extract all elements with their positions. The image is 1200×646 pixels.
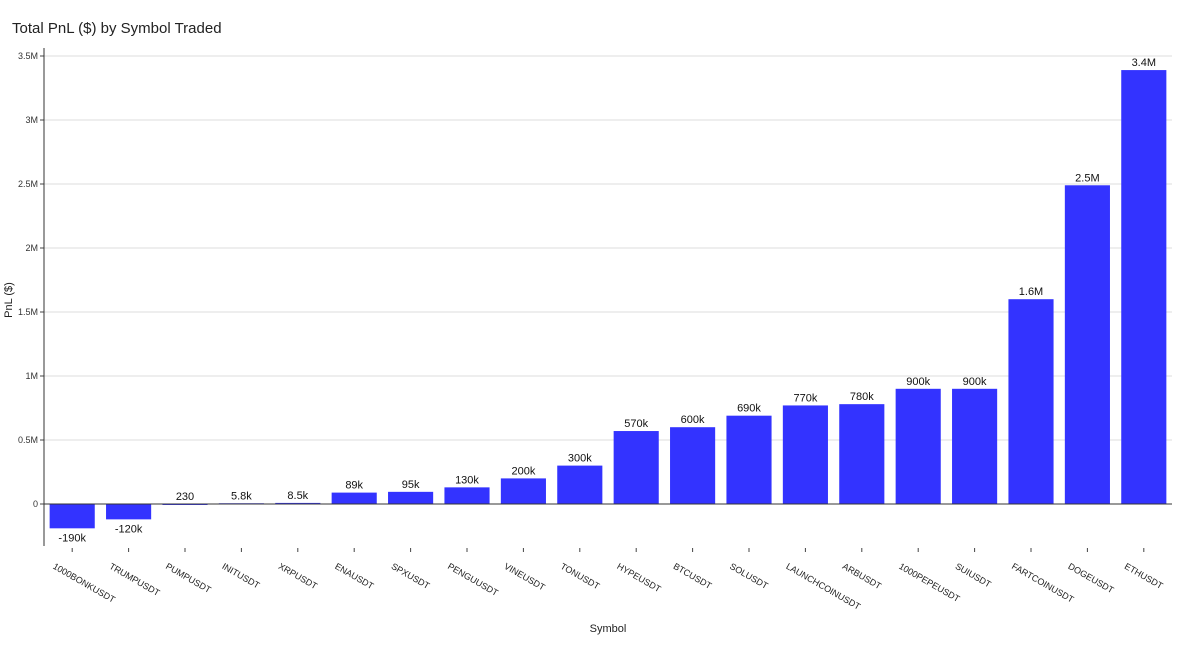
x-tick-label: SPXUSDT (390, 561, 432, 591)
data-label: 780k (850, 391, 874, 403)
data-label: 570k (624, 418, 648, 430)
x-tick-label: ETHUSDT (1123, 561, 1165, 591)
y-axis-title: PnL ($) (3, 282, 15, 318)
data-label: 200k (511, 465, 535, 477)
y-tick-label: 1.5M (18, 307, 38, 317)
x-tick-label: 1000PEPEUSDT (897, 561, 962, 604)
bar (106, 504, 152, 520)
bar (1008, 299, 1054, 504)
x-tick-label: 1000BONKUSDT (51, 561, 117, 605)
x-tick-label: DOGEUSDT (1066, 561, 1116, 595)
x-tick-label: TONUSDT (559, 561, 602, 592)
data-labels: -190k -120k 230 5.8k 8.5k 89k 95k 130k 200k 300k 5… (58, 57, 1156, 544)
bar (444, 487, 490, 504)
x-tick-label: SUIUSDT (954, 561, 994, 590)
data-label: 130k (455, 474, 479, 486)
grid-lines (44, 55, 1172, 441)
bar (782, 405, 828, 504)
data-label: 770k (793, 392, 817, 404)
x-tick-label: PUMPUSDT (164, 561, 213, 595)
data-label: 230 (176, 491, 194, 503)
bar (952, 388, 998, 504)
bar (388, 491, 434, 504)
chart-title: Total PnL ($) by Symbol Traded (12, 20, 222, 37)
x-tick-label: FARTCOINUSDT (1010, 561, 1076, 605)
y-tick-label: 2.5M (18, 179, 38, 189)
data-label: 690k (737, 403, 761, 415)
x-axis-title: Symbol (590, 623, 627, 635)
y-tick-label: 1M (25, 371, 38, 381)
bar (500, 478, 546, 504)
bar (275, 502, 321, 504)
data-label: 300k (568, 453, 592, 465)
data-label: 8.5k (287, 490, 308, 502)
y-tick-label: 2M (25, 243, 38, 253)
bars (49, 70, 1167, 529)
bar (839, 404, 885, 504)
bar (895, 388, 941, 504)
x-tick-label: HYPEUSDT (615, 561, 663, 594)
x-tick-label: VINEUSDT (502, 561, 547, 593)
y-axis-ticks: 0 0.5M 1M 1.5M 2M 2.5M 3M 3.5M (18, 51, 44, 509)
x-tick-label: BTCUSDT (672, 561, 714, 591)
data-label: 5.8k (231, 490, 252, 502)
data-label: 2.5M (1075, 172, 1099, 184)
bar (49, 504, 95, 529)
data-label: 89k (345, 480, 363, 492)
bar (1121, 70, 1167, 504)
x-tick-label: TRUMPUSDT (108, 561, 162, 598)
x-tick-label: PENGUUSDT (446, 561, 500, 598)
x-tick-label: XRPUSDT (277, 561, 320, 591)
y-tick-label: 3.5M (18, 51, 38, 61)
x-tick-label: SOLUSDT (728, 561, 770, 591)
y-tick-label: 0.5M (18, 435, 38, 445)
data-label: 900k (906, 376, 930, 388)
y-tick-label: 3M (25, 115, 38, 125)
x-tick-label: ARBUSDT (841, 561, 884, 591)
data-label: 3.4M (1132, 57, 1156, 69)
x-tick-label: INITUSDT (220, 561, 261, 591)
bar (726, 415, 772, 504)
data-label: 1.6M (1019, 286, 1043, 298)
bar (331, 492, 377, 504)
bar (1064, 185, 1110, 504)
data-label: 900k (963, 376, 987, 388)
bar (670, 427, 716, 504)
bar (613, 431, 659, 504)
data-label: 95k (402, 479, 420, 491)
bar (557, 465, 603, 504)
y-tick-label: 0 (33, 499, 38, 509)
data-label: -120k (115, 523, 143, 535)
x-tick-label: ENAUSDT (333, 561, 376, 591)
data-label: 600k (681, 414, 705, 426)
data-label: -190k (58, 532, 86, 544)
